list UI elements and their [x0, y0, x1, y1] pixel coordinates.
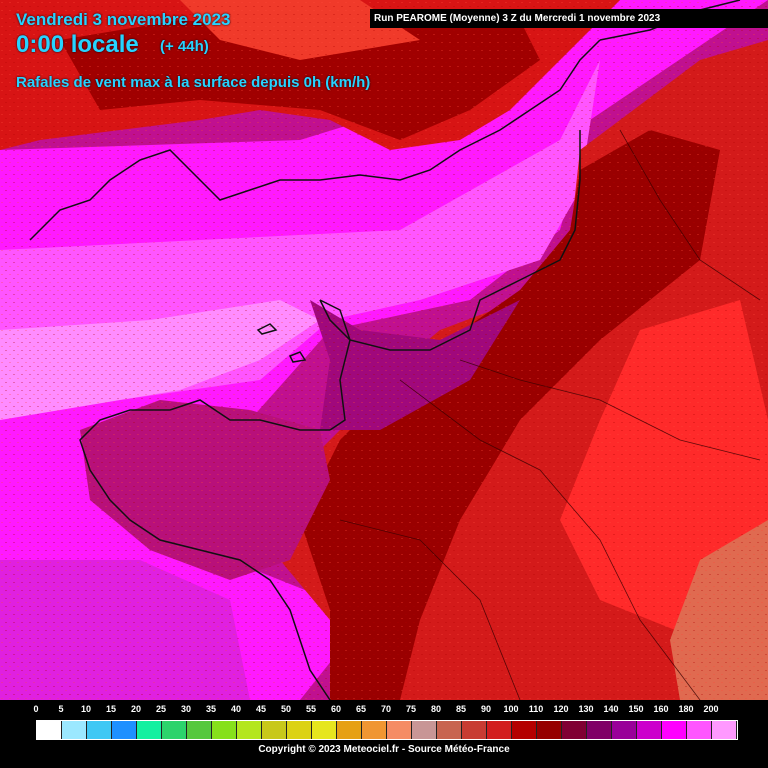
legend-tick-label: 70: [380, 704, 392, 714]
legend-cell: [537, 721, 562, 739]
legend-cell: [287, 721, 312, 739]
legend-cell: [612, 721, 637, 739]
legend-tick-label: 75: [405, 704, 417, 714]
legend-bar: [36, 720, 738, 740]
legend-tick-label: 30: [180, 704, 192, 714]
coast-brittany: [79, 399, 331, 701]
legend-tick-label: 50: [280, 704, 292, 714]
copyright: Copyright © 2023 Meteociel.fr - Source M…: [258, 744, 510, 755]
parameter-title: Rafales de vent max à la surface depuis …: [16, 74, 371, 91]
legend-cell: [437, 721, 462, 739]
legend-cell: [412, 721, 437, 739]
legend-tick-label: 85: [455, 704, 467, 714]
legend-cell: [487, 721, 512, 739]
coast-france-north: [319, 130, 581, 351]
legend-cell: [587, 721, 612, 739]
legend-tick-label: 180: [678, 704, 694, 714]
coast-cotentin: [319, 299, 351, 431]
legend-tick-label: 55: [305, 704, 317, 714]
legend-cell: [637, 721, 662, 739]
legend-tick-label: 45: [255, 704, 267, 714]
legend-tick-label: 100: [503, 704, 519, 714]
legend-cell: [387, 721, 412, 739]
legend-tick-label: 65: [355, 704, 367, 714]
legend-tick-label: 20: [130, 704, 142, 714]
legend-cell: [87, 721, 112, 739]
legend-cell: [337, 721, 362, 739]
legend-cell: [137, 721, 162, 739]
color-legend: 0 5 10 15 20 25 30 35 40 45 50 55 60 65 70 75 80 85 90 100 1…: [0, 700, 768, 768]
legend-cell: [187, 721, 212, 739]
legend-tick-label: 140: [603, 704, 619, 714]
legend-tick-label: 60: [330, 704, 342, 714]
legend-tick-label: 10: [80, 704, 92, 714]
legend-cell: [662, 721, 687, 739]
map-texture: [0, 0, 768, 700]
legend-cell: [687, 721, 712, 739]
legend-tick-label: 200: [703, 704, 719, 714]
legend-cell: [237, 721, 262, 739]
run-banner: Run PEAROME (Moyenne) 3 Z du Mercredi 1 …: [370, 9, 768, 28]
legend-cell: [262, 721, 287, 739]
legend-cell: [112, 721, 137, 739]
legend-cell: [512, 721, 537, 739]
legend-cell: [212, 721, 237, 739]
legend-tick-label: 120: [553, 704, 569, 714]
legend-tick-label: 150: [628, 704, 644, 714]
legend-cell: [37, 721, 62, 739]
legend-cell: [162, 721, 187, 739]
legend-ticks: 0 5 10 15 20 25 30 35 40 45 50 55 60 65 70 75 80 85 90 100 1…: [0, 704, 768, 718]
forecast-offset: (+ 44h): [160, 38, 209, 55]
legend-tick-label: 15: [105, 704, 117, 714]
legend-tick-label: 80: [430, 704, 442, 714]
legend-tick-label: 5: [58, 704, 64, 714]
legend-cell: [62, 721, 87, 739]
borders: [339, 129, 761, 701]
legend-cell: [712, 721, 737, 739]
legend-tick-label: 40: [230, 704, 242, 714]
legend-tick-label: 110: [528, 704, 544, 714]
coast-england: [29, 39, 601, 241]
forecast-date: Vendredi 3 novembre 2023: [16, 10, 231, 29]
legend-cell: [462, 721, 487, 739]
channel-islands: [256, 323, 307, 363]
legend-tick-label: 0: [33, 704, 39, 714]
legend-tick-label: 90: [480, 704, 492, 714]
legend-tick-label: 160: [653, 704, 669, 714]
forecast-time: 0:00 locale: [16, 31, 139, 58]
legend-cell: [312, 721, 337, 739]
legend-tick-label: 35: [205, 704, 217, 714]
legend-tick-label: 130: [578, 704, 594, 714]
legend-cell: [562, 721, 587, 739]
legend-tick-label: 25: [155, 704, 167, 714]
legend-cell: [362, 721, 387, 739]
